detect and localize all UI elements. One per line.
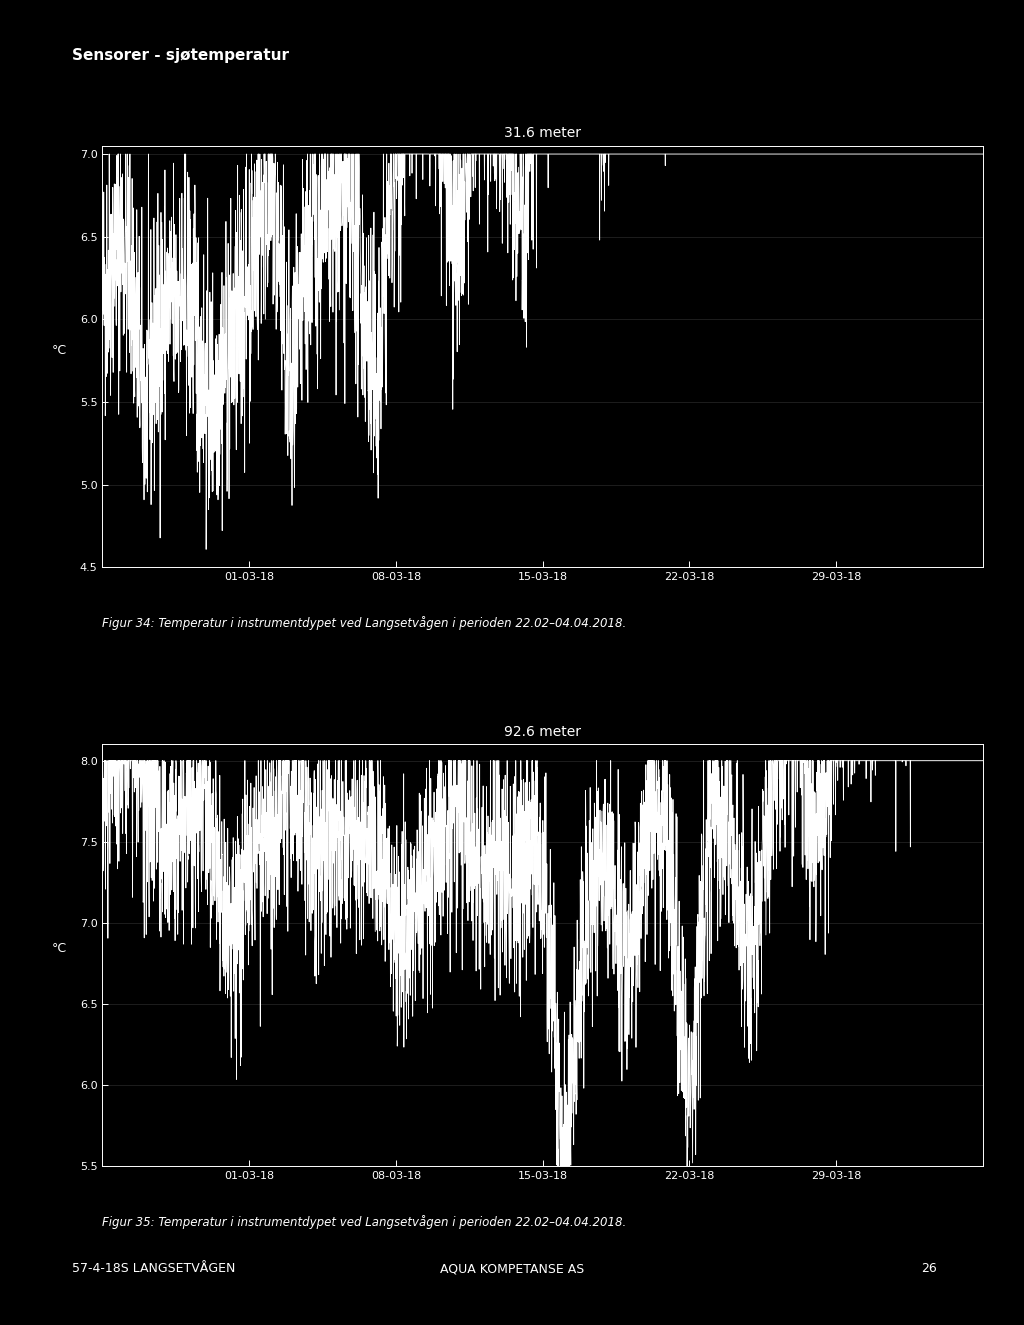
Text: Figur 34: Temperatur i instrumentdypet ved Langsetvågen i perioden 22.02–04.04.2: Figur 34: Temperatur i instrumentdypet v… [102, 616, 627, 629]
Text: Sensorer - sjøtemperatur: Sensorer - sjøtemperatur [72, 48, 289, 62]
Text: AQUA KOMPETANSE AS: AQUA KOMPETANSE AS [440, 1261, 585, 1275]
Title: 92.6 meter: 92.6 meter [504, 725, 582, 739]
Y-axis label: °C: °C [51, 942, 67, 955]
Text: 57-4-18S LANGSETVÅGEN: 57-4-18S LANGSETVÅGEN [72, 1261, 236, 1275]
Y-axis label: °C: °C [51, 343, 67, 356]
Title: 31.6 meter: 31.6 meter [504, 126, 582, 140]
Text: Figur 35: Temperatur i instrumentdypet ved Langsetvågen i perioden 22.02–04.04.2: Figur 35: Temperatur i instrumentdypet v… [102, 1215, 627, 1228]
Text: 26: 26 [922, 1261, 937, 1275]
